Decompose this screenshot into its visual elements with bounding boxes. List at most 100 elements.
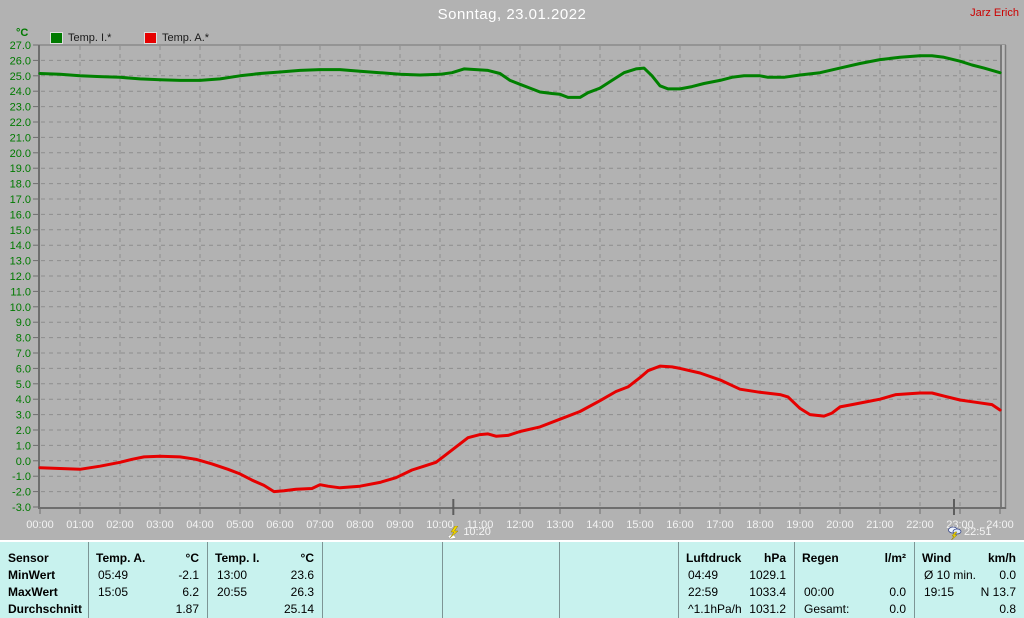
table-col-title: Temp. I.: [215, 551, 260, 565]
y-tick-label: 2.0: [16, 425, 31, 437]
x-tick-label: 05:00: [226, 519, 254, 531]
table-cell-time: 00:00: [804, 585, 835, 599]
table-column-divider: [678, 542, 679, 618]
y-tick-label: 26.0: [10, 55, 31, 67]
y-tick-label: 1.0: [16, 440, 31, 452]
table-cell-time: 19:15: [924, 585, 955, 599]
y-tick-label: 17.0: [10, 194, 31, 206]
table-column-divider: [207, 542, 208, 618]
y-tick-label: 14.0: [10, 240, 31, 252]
x-tick-label: 02:00: [106, 519, 134, 531]
legend-swatch-green: [50, 32, 63, 44]
x-tick-label: 16:00: [666, 519, 694, 531]
y-axis-unit-label: °C: [16, 27, 29, 39]
x-tick-label: 20:00: [826, 519, 854, 531]
x-tick-label: 00:00: [26, 519, 54, 531]
x-tick-label: 21:00: [866, 519, 894, 531]
table-cell-value: -2.1: [178, 568, 199, 582]
table-cell-time: 05:49: [98, 568, 129, 582]
x-tick-label: 19:00: [786, 519, 814, 531]
table-cell-value: 1033.4: [749, 585, 786, 599]
x-tick-label: 24:00: [986, 519, 1014, 531]
y-tick-label: 23.0: [10, 102, 31, 114]
y-tick-label: 18.0: [10, 179, 31, 191]
y-tick-label: 25.0: [10, 71, 31, 83]
x-tick-label: 17:00: [706, 519, 734, 531]
table-cell-value: 23.6: [290, 568, 314, 582]
y-tick-label: 22.0: [10, 117, 31, 129]
y-tick-label: 3.0: [16, 410, 31, 422]
y-tick-label: 9.0: [16, 317, 31, 329]
y-tick-label: 7.0: [16, 348, 31, 360]
y-tick-label: 24.0: [10, 86, 31, 98]
legend-label-temp-i: Temp. I.*: [68, 32, 112, 44]
y-tick-label: -2.0: [12, 487, 31, 499]
x-tick-label: 14:00: [586, 519, 614, 531]
y-tick-label: -1.0: [12, 471, 31, 483]
table-cell-value: 1031.2: [749, 602, 786, 616]
table-cell-value: N 13.7: [980, 585, 1016, 599]
y-tick-label: 4.0: [16, 394, 31, 406]
x-tick-label: 10:00: [426, 519, 454, 531]
table-col-title: Temp. A.: [96, 551, 146, 565]
event-marker-time: 10:20: [463, 526, 491, 538]
x-tick-label: 07:00: [306, 519, 334, 531]
y-tick-label: 21.0: [10, 132, 31, 144]
table-cell-value: 25.14: [283, 602, 314, 616]
table-column-divider: [794, 542, 795, 618]
x-tick-label: 08:00: [346, 519, 374, 531]
table-cell-time: 13:00: [217, 568, 248, 582]
x-tick-label: 13:00: [546, 519, 574, 531]
table-col-title: Luftdruck: [686, 551, 742, 565]
page-title: Sonntag, 23.01.2022: [437, 6, 587, 23]
y-tick-label: 5.0: [16, 379, 31, 391]
y-tick-label: 8.0: [16, 333, 31, 345]
y-tick-label: 16.0: [10, 209, 31, 221]
table-cell-time: Ø 10 min.: [924, 568, 977, 582]
table-col-unit: °C: [300, 551, 314, 565]
event-marker-time: 22:51: [964, 526, 992, 538]
temperature-chart: -3.0 -2.0 -1.0 0.0 1.0 2.0 3.0 4.0 5.0 6.0 7.0 8.0 9…: [10, 40, 1014, 531]
table-row-label: MinWert: [8, 568, 56, 582]
y-tick-label: 10.0: [10, 302, 31, 314]
table-cell-value: 0.0: [999, 568, 1016, 582]
flash-icon: [447, 526, 459, 540]
table-col-unit: °C: [185, 551, 199, 565]
table-column-divider: [88, 542, 89, 618]
table-row-label: Sensor: [8, 551, 49, 565]
table-cell-time: 04:49: [688, 568, 719, 582]
legend-swatch-red: [144, 32, 157, 44]
event-marker-2251: 22:51: [948, 526, 992, 540]
y-tick-label: 15.0: [10, 225, 31, 237]
legend-label-temp-a: Temp. A.*: [162, 32, 210, 44]
y-tick-label: 6.0: [16, 363, 31, 375]
user-name: Jarz Erich: [970, 7, 1019, 19]
x-tick-label: 12:00: [506, 519, 534, 531]
table-col-unit: hPa: [763, 551, 786, 565]
y-tick-label: 12.0: [10, 271, 31, 283]
table-cell-value: 0.0: [889, 585, 906, 599]
x-tick-label: 18:00: [746, 519, 774, 531]
x-tick-label: 11:00: [467, 519, 494, 531]
table-column-divider: [322, 542, 323, 618]
y-tick-label: 27.0: [10, 40, 31, 52]
table-cell-time: Gesamt:: [804, 602, 850, 616]
table-cell-value: 6.2: [182, 585, 199, 599]
table-cell-time: ^1.1hPa/h: [688, 602, 742, 616]
storm-icon: [948, 526, 962, 540]
legend-item-temp-a: Temp. A.*: [144, 32, 209, 44]
table-cell-value: 0.0: [889, 602, 906, 616]
x-tick-label: 01:00: [66, 519, 94, 531]
table-col-title: Wind: [922, 551, 952, 565]
curve-temp-innen: [38, 54, 1002, 99]
table-cell-time: 22:59: [688, 585, 719, 599]
table-column-divider: [442, 542, 443, 618]
x-tick-label: 15:00: [626, 519, 654, 531]
y-tick-label: -3.0: [12, 502, 31, 514]
table-column-divider: [559, 542, 560, 618]
table-cell-value: 1.87: [175, 602, 199, 616]
y-tick-label: 20.0: [10, 148, 31, 160]
x-tick-label: 04:00: [186, 519, 214, 531]
table-col-title: Regen: [802, 551, 839, 565]
